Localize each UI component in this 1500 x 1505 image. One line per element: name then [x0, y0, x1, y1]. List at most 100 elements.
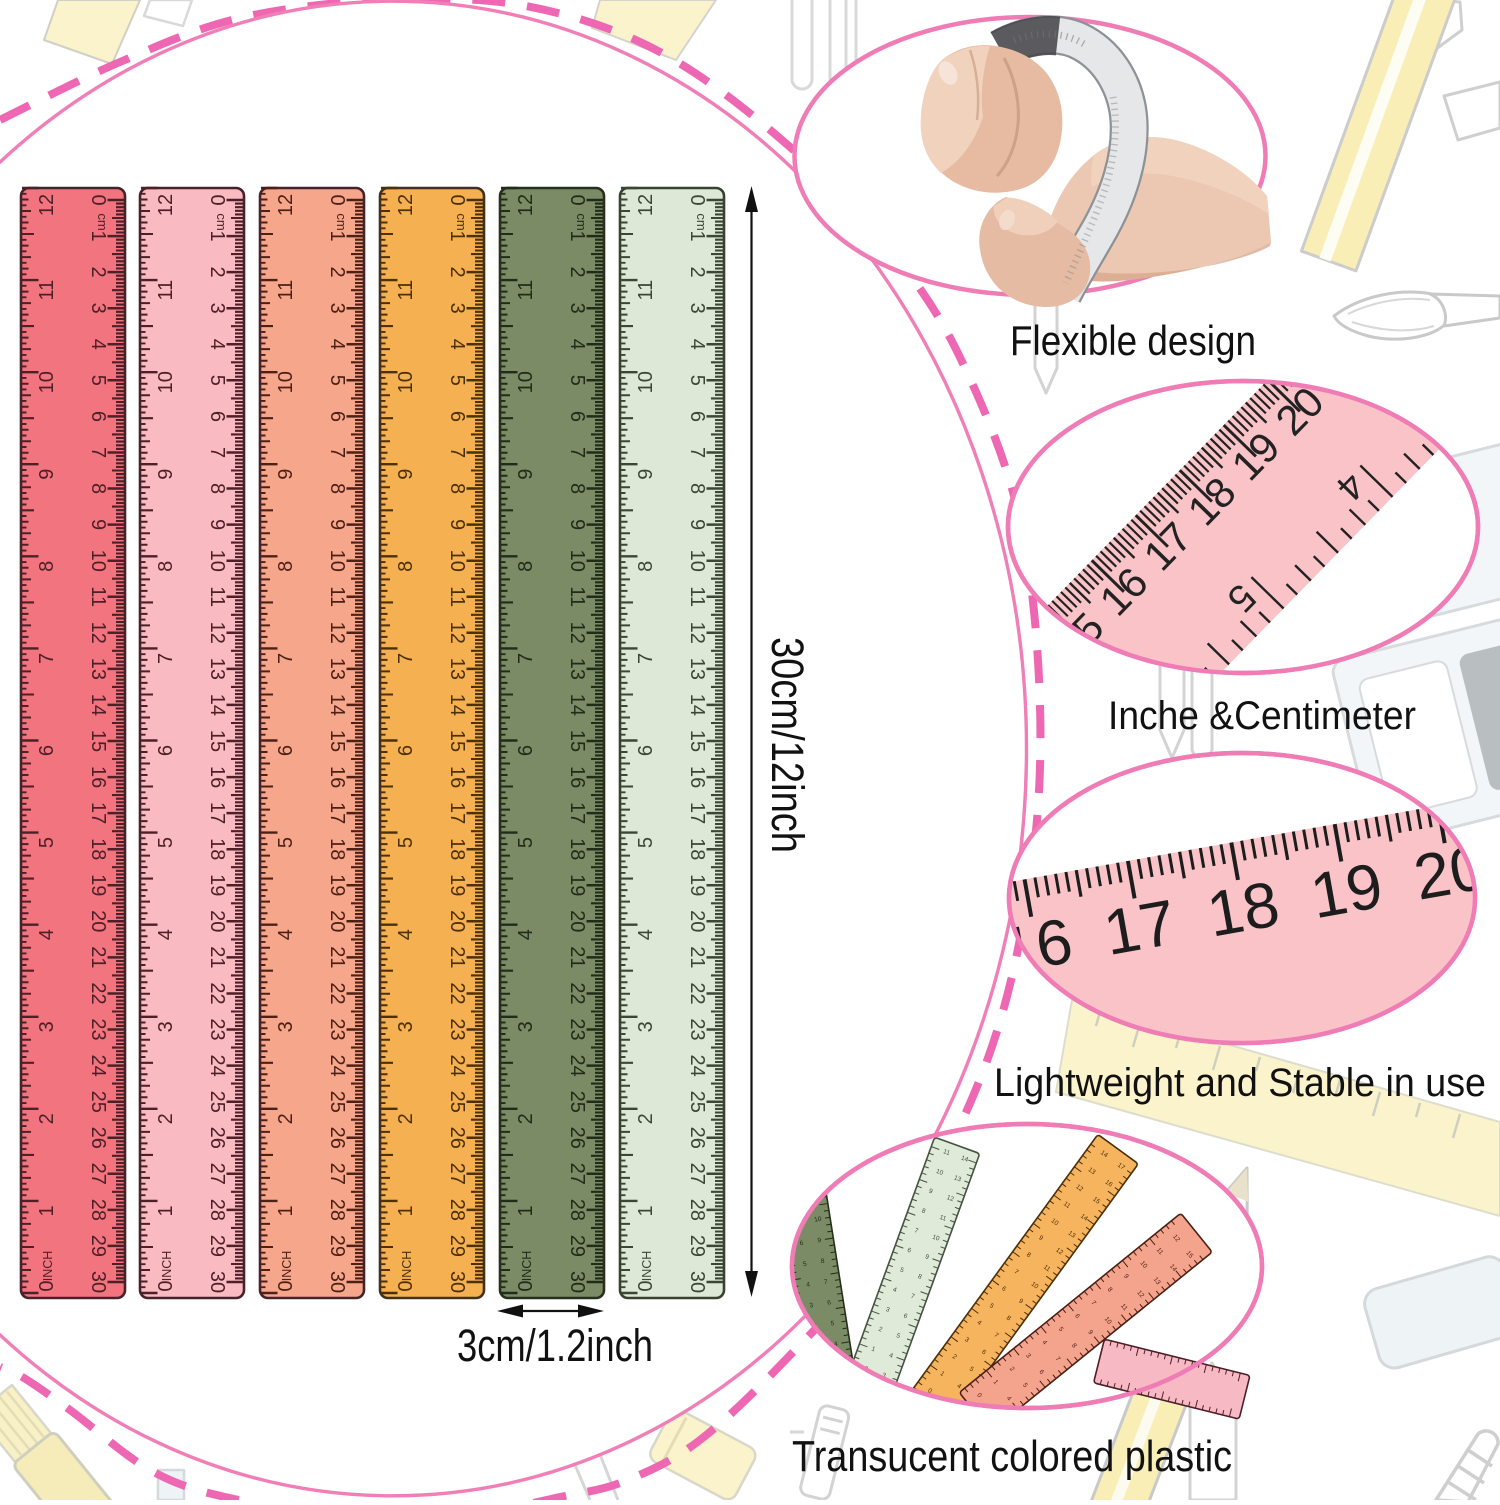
- svg-text:0: 0: [975, 1392, 983, 1400]
- svg-text:12: 12: [446, 622, 468, 644]
- svg-text:Lightweight and Stable in use: Lightweight and Stable in use: [994, 1061, 1486, 1105]
- svg-text:9: 9: [1017, 1298, 1024, 1306]
- svg-text:4: 4: [566, 339, 588, 350]
- svg-text:10: 10: [1138, 1260, 1148, 1270]
- svg-text:4: 4: [395, 929, 417, 940]
- svg-text:20: 20: [206, 910, 228, 932]
- svg-text:5: 5: [566, 375, 588, 386]
- svg-text:8: 8: [635, 561, 657, 572]
- svg-text:24: 24: [566, 1054, 588, 1076]
- svg-text:2: 2: [635, 1113, 657, 1124]
- svg-text:8: 8: [1070, 1342, 1078, 1350]
- svg-text:22: 22: [566, 982, 588, 1004]
- svg-text:8: 8: [446, 483, 468, 494]
- svg-text:1: 1: [326, 231, 348, 242]
- svg-text:2: 2: [206, 267, 228, 278]
- svg-text:12: 12: [515, 194, 537, 216]
- svg-text:14: 14: [686, 694, 708, 716]
- svg-text:0: 0: [926, 1387, 933, 1395]
- svg-text:13: 13: [87, 658, 109, 680]
- svg-text:23: 23: [566, 1018, 588, 1040]
- svg-text:8: 8: [275, 561, 297, 572]
- svg-text:24: 24: [686, 1054, 708, 1076]
- svg-text:12: 12: [1171, 1233, 1181, 1243]
- svg-text:Flexible design: Flexible design: [1010, 317, 1256, 364]
- svg-text:3: 3: [1024, 1352, 1032, 1360]
- svg-text:27: 27: [686, 1163, 708, 1185]
- svg-text:3: 3: [206, 303, 228, 314]
- svg-text:15: 15: [446, 730, 468, 752]
- svg-text:13: 13: [1067, 1230, 1077, 1240]
- svg-text:13: 13: [1152, 1276, 1162, 1286]
- svg-text:4: 4: [1005, 1395, 1013, 1403]
- svg-text:30: 30: [87, 1271, 109, 1293]
- svg-text:29: 29: [87, 1235, 109, 1257]
- svg-text:0: 0: [155, 1280, 177, 1291]
- svg-text:6: 6: [515, 745, 537, 756]
- svg-text:8: 8: [515, 561, 537, 572]
- svg-text:28: 28: [686, 1199, 708, 1221]
- svg-text:16: 16: [206, 766, 228, 788]
- svg-text:21: 21: [326, 946, 348, 968]
- svg-text:11: 11: [155, 280, 177, 301]
- svg-text:11: 11: [395, 280, 417, 301]
- svg-text:5: 5: [686, 375, 708, 386]
- svg-text:3: 3: [36, 1021, 58, 1032]
- svg-text:6: 6: [1037, 1369, 1045, 1377]
- svg-text:3: 3: [635, 1021, 657, 1032]
- svg-text:2: 2: [515, 1113, 537, 1124]
- svg-text:10: 10: [1103, 1316, 1113, 1326]
- svg-text:5: 5: [635, 837, 657, 848]
- svg-text:4: 4: [888, 1352, 894, 1360]
- svg-text:7: 7: [910, 1293, 916, 1301]
- svg-text:12: 12: [275, 194, 297, 216]
- svg-text:21: 21: [446, 946, 468, 968]
- svg-text:23: 23: [446, 1018, 468, 1040]
- svg-text:30: 30: [686, 1271, 708, 1293]
- svg-text:5: 5: [1021, 1382, 1029, 1390]
- svg-text:10: 10: [36, 371, 58, 393]
- svg-text:7: 7: [913, 1227, 919, 1235]
- svg-text:6: 6: [36, 745, 58, 756]
- svg-text:16: 16: [87, 766, 109, 788]
- svg-text:18: 18: [326, 838, 348, 860]
- svg-text:20: 20: [686, 910, 708, 932]
- svg-text:0: 0: [326, 194, 348, 205]
- svg-text:15: 15: [206, 730, 228, 752]
- svg-text:3: 3: [155, 1021, 177, 1032]
- svg-text:11: 11: [938, 1214, 947, 1223]
- svg-text:INCH: INCH: [520, 1251, 534, 1282]
- svg-text:17: 17: [326, 802, 348, 824]
- svg-text:13: 13: [206, 658, 228, 680]
- svg-text:30: 30: [566, 1271, 588, 1293]
- svg-text:12: 12: [395, 194, 417, 216]
- svg-text:8: 8: [36, 561, 58, 572]
- svg-text:15: 15: [87, 730, 109, 752]
- svg-text:6: 6: [566, 411, 588, 422]
- svg-text:30: 30: [326, 1271, 348, 1293]
- svg-text:23: 23: [206, 1018, 228, 1040]
- svg-text:0: 0: [206, 194, 228, 205]
- svg-text:3: 3: [686, 303, 708, 314]
- svg-text:9: 9: [924, 1253, 930, 1261]
- svg-text:24: 24: [326, 1054, 348, 1076]
- svg-text:4: 4: [155, 929, 177, 940]
- svg-text:3: 3: [87, 303, 109, 314]
- svg-text:14: 14: [1079, 1213, 1089, 1223]
- svg-text:15: 15: [1184, 1250, 1194, 1260]
- svg-text:26: 26: [87, 1127, 109, 1149]
- svg-text:13: 13: [953, 1174, 963, 1183]
- svg-text:18: 18: [206, 838, 228, 860]
- svg-text:18: 18: [1202, 867, 1285, 950]
- svg-text:5: 5: [275, 837, 297, 848]
- svg-text:27: 27: [446, 1163, 468, 1185]
- svg-text:18: 18: [686, 838, 708, 860]
- svg-text:2: 2: [446, 267, 468, 278]
- svg-text:6: 6: [446, 411, 468, 422]
- svg-text:5: 5: [515, 837, 537, 848]
- svg-text:3: 3: [881, 1372, 887, 1380]
- svg-text:0: 0: [515, 1280, 537, 1291]
- svg-text:19: 19: [686, 874, 708, 896]
- svg-text:28: 28: [446, 1199, 468, 1221]
- svg-text:17: 17: [446, 802, 468, 824]
